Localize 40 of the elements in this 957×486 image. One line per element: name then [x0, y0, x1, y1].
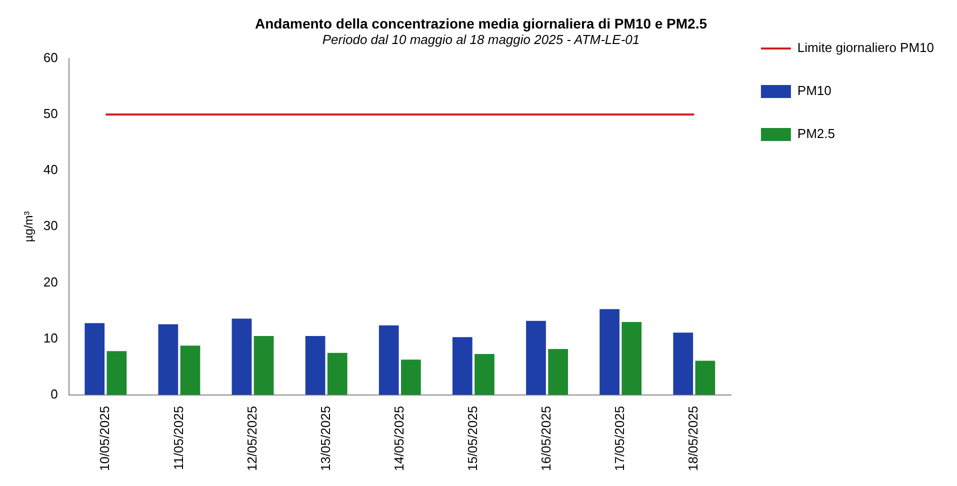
y-tick-label: 60: [43, 50, 58, 65]
y-tick-label: 50: [43, 106, 58, 122]
y-tick-label: 30: [43, 218, 58, 234]
bar: [622, 322, 642, 395]
x-tick-label: 12/05/2025: [244, 406, 260, 472]
x-tick-label: 13/05/2025: [318, 406, 333, 472]
bar: [474, 354, 494, 395]
bar: [695, 360, 716, 395]
bar: [548, 348, 568, 395]
x-tick-label: 17/05/2025: [612, 406, 628, 472]
y-axis-title: µg/m³: [22, 211, 36, 242]
bar: [158, 324, 178, 395]
x-tick-label: 16/05/2025: [538, 406, 554, 472]
legend-label: PM2.5: [797, 126, 836, 142]
bar: [305, 336, 326, 395]
bar: [254, 336, 274, 395]
bar: [180, 346, 200, 395]
bar: [673, 332, 694, 395]
bar: [526, 320, 546, 395]
x-tick-label: 14/05/2025: [391, 406, 406, 472]
bar: [401, 360, 421, 395]
y-tick-label: 10: [43, 330, 58, 346]
chart-title: Andamento della concentrazione media giornaliera di PM10 e PM2.5: [254, 15, 708, 32]
legend-label: PM10: [797, 83, 832, 98]
y-tick-label: 0: [50, 386, 58, 402]
legend-label: Limite giornaliero PM10: [797, 40, 934, 56]
bar: [452, 337, 472, 395]
x-tick-label: 10/05/2025: [97, 406, 112, 472]
x-tick-label: 15/05/2025: [465, 406, 480, 472]
chart-subtitle: Periodo dal 10 maggio al 18 maggio 2025 - ATM-LE-01: [322, 32, 640, 48]
bar: [378, 325, 399, 395]
bar: [84, 323, 105, 395]
bar: [600, 309, 620, 395]
y-tick-label: 20: [43, 274, 58, 290]
bar: [106, 351, 127, 395]
bar: [327, 352, 348, 395]
bar: [232, 318, 252, 395]
x-tick-label: 11/05/2025: [170, 406, 186, 470]
x-tick-label: 18/05/2025: [686, 406, 701, 472]
y-tick-label: 40: [43, 162, 58, 178]
